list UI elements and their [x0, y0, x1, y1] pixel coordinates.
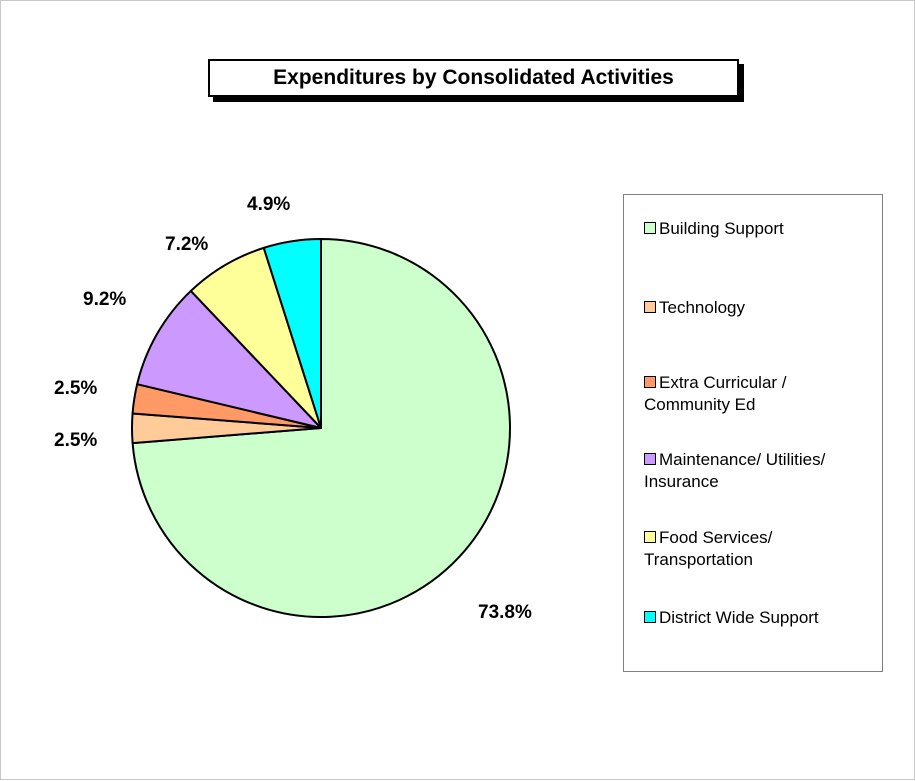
- legend-swatch: [644, 611, 656, 623]
- legend-label-line-2: Community Ed: [644, 395, 756, 414]
- legend-item-maintenance: Maintenance/ Utilities/ Insurance: [644, 449, 880, 493]
- legend-label: Food Services/: [659, 528, 773, 547]
- legend-swatch: [644, 376, 656, 388]
- legend-swatch: [644, 222, 656, 234]
- legend-label: Building Support: [659, 219, 784, 238]
- legend-item-district-wide-support: District Wide Support: [644, 607, 880, 629]
- legend-label: District Wide Support: [659, 608, 819, 627]
- legend-label: Maintenance/ Utilities/: [659, 450, 826, 469]
- legend-item-technology: Technology: [644, 297, 880, 319]
- legend-item-building-support: Building Support: [644, 218, 880, 240]
- legend-label-line-2: Insurance: [644, 472, 719, 491]
- slice-label: 4.9%: [247, 194, 290, 215]
- legend-label-line-2: Transportation: [644, 550, 753, 569]
- slice-label: 2.5%: [54, 430, 97, 451]
- legend-swatch: [644, 301, 656, 313]
- legend-label: Technology: [659, 298, 746, 317]
- pie-slice: [262, 238, 322, 429]
- slice-label: 73.8%: [478, 602, 532, 623]
- legend-item-food-services: Food Services/ Transportation: [644, 527, 880, 571]
- chart-title: Expenditures by Consolidated Activities: [208, 59, 739, 97]
- pie-slice: [136, 289, 322, 429]
- legend-swatch: [644, 453, 656, 465]
- slice-label: 2.5%: [54, 378, 97, 399]
- legend-label: Extra Curricular /: [659, 373, 787, 392]
- slice-label: 9.2%: [83, 289, 126, 310]
- legend-swatch: [644, 531, 656, 543]
- legend-item-extra-curricular: Extra Curricular / Community Ed: [644, 372, 880, 416]
- slice-label: 7.2%: [165, 234, 208, 255]
- chart-legend: Building Support Technology Extra Curric…: [623, 194, 883, 672]
